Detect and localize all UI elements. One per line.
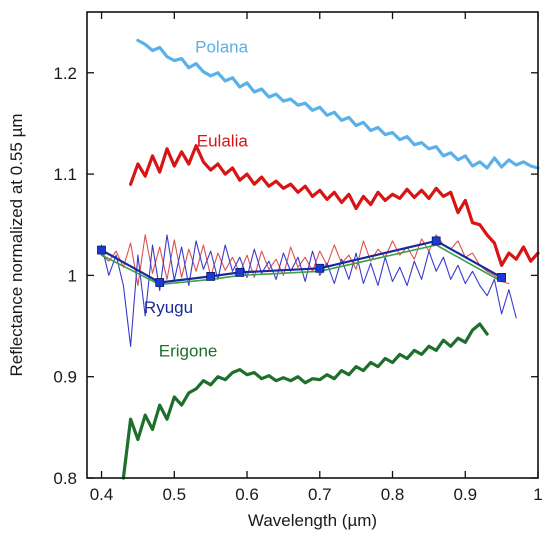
x-tick-label: 0.7 [308,485,332,504]
series-label-polana: Polana [195,38,248,57]
ryugu-marker [315,263,325,273]
series-line-0 [136,38,540,170]
ryugu-marker [97,245,106,255]
series-line-1 [129,144,540,267]
plot-frame [86,11,539,479]
y-tick-label: 0.8 [53,469,77,488]
x-tick-label: 0.5 [162,485,186,504]
ryugu-marker [497,272,507,282]
x-tick-label: 0.4 [90,485,114,504]
series-line-2 [121,322,489,480]
y-tick-label: 0.9 [53,368,77,387]
series-label-eulalia: Eulalia [197,132,249,151]
plot-area: Polana Eulalia Ryugu Erigone [97,38,540,480]
y-tick-label: 1 [68,266,77,285]
ryugu-marker [206,271,216,281]
x-axis-label: Wavelength (µm) [248,511,377,530]
x-tick-label: 0.8 [381,485,405,504]
y-tick-label: 1.2 [53,64,77,83]
y-axis: 0.8 0.9 1 1.1 1.2 [53,64,538,488]
x-tick-label: 0.9 [453,485,477,504]
series-label-erigone: Erigone [159,341,218,360]
series-label-ryugu: Ryugu [144,298,193,317]
ryugu-marker [431,236,441,246]
x-tick-label: 1 [533,485,542,504]
y-tick-label: 1.1 [53,165,77,184]
ryugu-marker [155,278,165,287]
series-line-4 [100,234,517,347]
series-line-3 [100,234,510,287]
x-axis: 0.4 0.5 0.6 0.7 0.8 0.9 1 [90,12,543,504]
y-axis-label: Reflectance normalized at 0.55 µm [7,113,26,376]
x-tick-label: 0.6 [235,485,259,504]
ryugu-marker [235,267,245,277]
